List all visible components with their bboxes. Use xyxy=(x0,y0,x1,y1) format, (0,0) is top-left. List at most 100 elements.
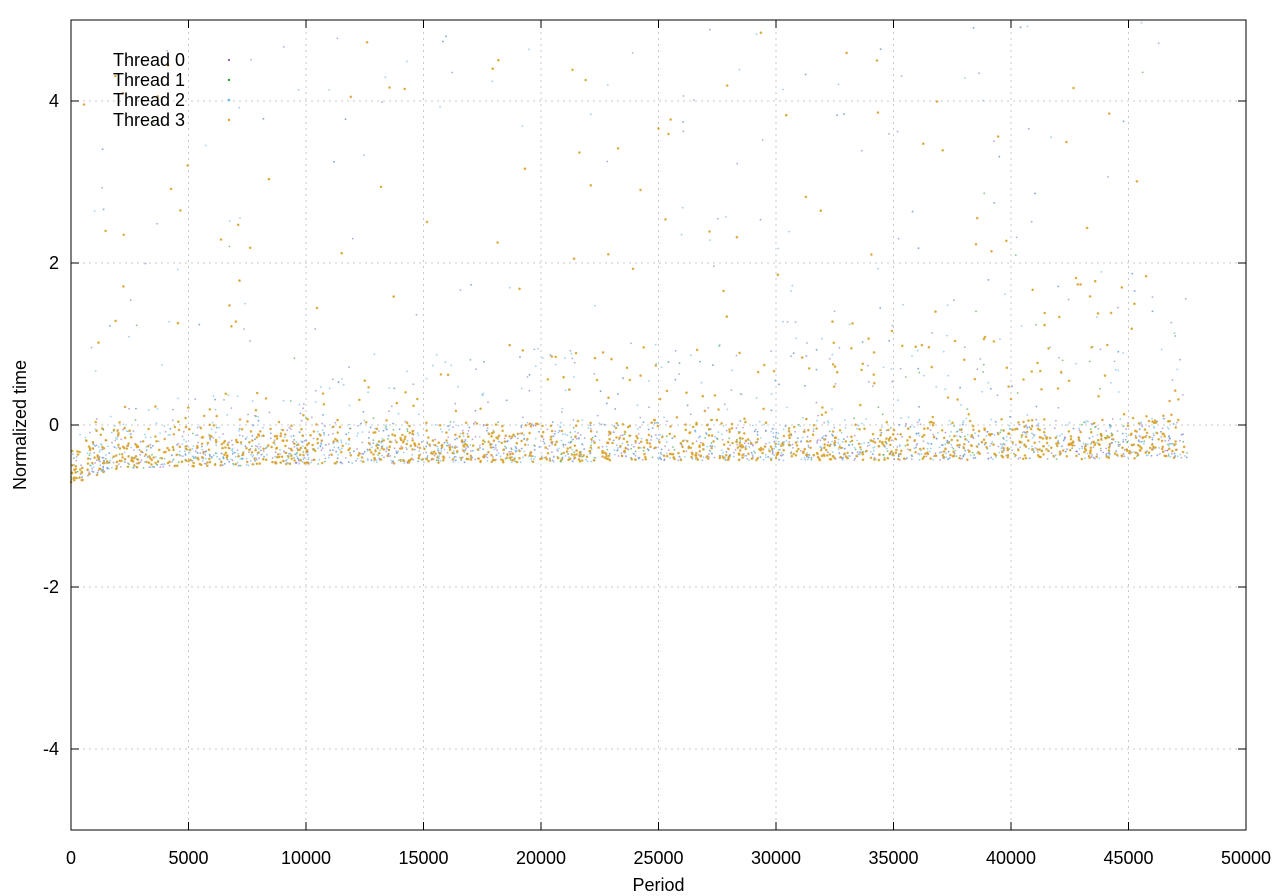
data-point xyxy=(636,404,639,407)
data-point xyxy=(765,429,767,432)
data-point xyxy=(434,423,437,426)
data-point xyxy=(106,467,109,470)
data-point xyxy=(122,233,125,237)
data-point xyxy=(1085,226,1089,230)
data-point xyxy=(1161,427,1164,430)
data-point xyxy=(266,453,268,456)
data-point xyxy=(1045,448,1048,451)
data-point xyxy=(1145,454,1148,457)
data-point xyxy=(809,439,812,443)
data-point xyxy=(340,251,344,255)
data-point xyxy=(701,448,705,451)
data-point xyxy=(700,441,702,444)
data-point xyxy=(1145,415,1148,418)
data-point xyxy=(607,396,610,400)
data-point xyxy=(99,449,101,451)
data-point xyxy=(908,435,912,439)
data-point xyxy=(574,424,578,428)
data-point xyxy=(380,446,384,450)
data-point xyxy=(1107,456,1111,460)
data-point xyxy=(490,453,493,457)
data-point xyxy=(569,446,572,449)
data-point xyxy=(907,448,909,451)
data-point xyxy=(109,459,111,462)
data-point xyxy=(853,434,856,437)
data-point xyxy=(386,446,389,449)
data-point xyxy=(388,440,392,444)
data-point xyxy=(993,140,995,143)
data-point xyxy=(166,446,169,450)
data-point xyxy=(617,424,619,427)
data-point xyxy=(116,438,118,441)
data-point xyxy=(497,452,500,454)
data-point xyxy=(72,453,74,456)
data-point xyxy=(149,443,152,446)
data-point xyxy=(155,463,158,466)
data-point xyxy=(118,453,121,456)
data-point xyxy=(906,443,909,447)
data-point xyxy=(608,452,611,455)
data-point xyxy=(274,455,276,458)
data-point xyxy=(327,434,330,436)
data-point xyxy=(231,449,233,451)
data-point xyxy=(491,67,495,70)
data-point xyxy=(292,440,294,443)
data-point xyxy=(399,447,402,450)
data-point xyxy=(744,447,748,451)
data-point xyxy=(271,457,274,459)
data-point xyxy=(917,432,920,435)
data-point xyxy=(1048,444,1050,447)
data-point xyxy=(156,408,159,410)
data-point xyxy=(931,415,935,419)
data-point xyxy=(215,444,218,447)
data-point xyxy=(911,210,914,213)
data-point xyxy=(90,346,93,349)
data-point xyxy=(819,209,823,212)
data-point xyxy=(186,164,189,167)
data-point xyxy=(114,439,117,442)
data-point xyxy=(132,430,135,432)
data-point xyxy=(926,452,930,456)
data-point xyxy=(962,421,964,424)
data-point xyxy=(196,434,199,436)
data-point xyxy=(616,444,618,447)
data-point xyxy=(709,239,711,242)
data-point xyxy=(409,444,413,448)
data-point xyxy=(264,397,268,400)
data-point xyxy=(297,88,300,91)
data-point xyxy=(910,454,913,457)
data-point xyxy=(1023,425,1026,428)
data-point xyxy=(772,427,775,430)
data-point xyxy=(426,442,429,445)
data-point xyxy=(368,448,372,452)
data-point xyxy=(795,337,798,340)
data-point xyxy=(1023,454,1027,457)
data-point xyxy=(270,445,273,449)
data-point xyxy=(601,351,605,354)
data-point xyxy=(284,444,287,448)
data-point xyxy=(101,469,104,471)
data-point xyxy=(747,442,750,445)
data-point xyxy=(669,118,672,121)
data-point xyxy=(706,457,710,460)
data-point xyxy=(363,154,365,157)
data-point xyxy=(408,431,412,435)
data-point xyxy=(355,460,357,462)
data-point xyxy=(239,458,242,460)
data-point xyxy=(202,414,206,418)
data-point xyxy=(660,448,663,451)
data-point xyxy=(296,443,300,446)
data-point xyxy=(1171,379,1174,381)
data-point xyxy=(204,450,207,453)
data-point xyxy=(601,445,604,448)
data-point xyxy=(441,455,445,458)
data-point xyxy=(463,461,466,464)
data-point xyxy=(182,430,185,433)
data-point xyxy=(379,449,381,452)
data-point xyxy=(720,449,723,452)
data-point xyxy=(1021,457,1025,461)
data-point xyxy=(767,456,769,458)
data-point xyxy=(114,454,118,457)
data-point xyxy=(840,431,843,434)
data-point xyxy=(482,424,485,427)
